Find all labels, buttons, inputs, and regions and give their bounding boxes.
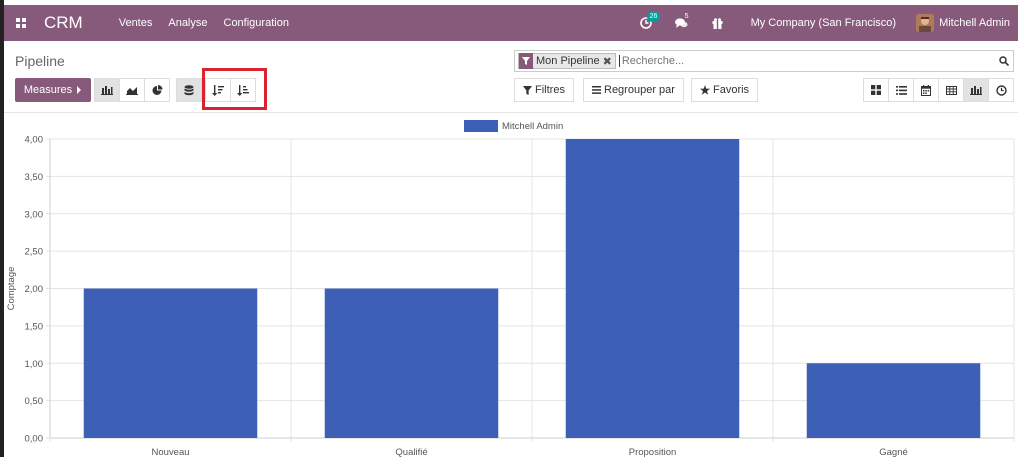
group-by-button[interactable]: Regrouper par xyxy=(583,78,684,102)
sort-descending-button[interactable] xyxy=(205,78,231,102)
stacked-button[interactable] xyxy=(176,78,202,102)
stack-group xyxy=(176,78,202,102)
y-tick-label: 1,00 xyxy=(25,359,44,370)
bar-proposition xyxy=(565,139,740,438)
y-tick-label: 2,50 xyxy=(25,247,44,258)
caret-right-icon xyxy=(77,86,82,94)
activity-badge: 26 xyxy=(646,12,661,22)
pivot-view-button[interactable] xyxy=(938,78,964,102)
pie-chart-icon xyxy=(152,84,162,95)
sort-amount-desc-icon xyxy=(212,84,224,96)
view-switcher xyxy=(863,78,1014,102)
user-avatar[interactable] xyxy=(916,14,935,32)
window-edge xyxy=(0,0,4,457)
kanban-view-button[interactable] xyxy=(863,78,889,102)
bars-icon xyxy=(592,86,601,94)
bar-chart: 0,00 0,50 1,00 1,50 2,00 2,50 3,00 3,50 4,00 Nouv… xyxy=(6,120,1015,457)
legend-swatch xyxy=(464,120,498,132)
legend-label: Mitchell Admin xyxy=(502,121,563,132)
y-axis-title: Comptage xyxy=(6,267,17,311)
menu-ventes[interactable]: Ventes xyxy=(118,17,153,29)
user-menu[interactable]: Mitchell Admin xyxy=(939,17,1010,29)
messages-icon[interactable]: 5 xyxy=(671,12,693,34)
favorites-label: Favoris xyxy=(713,84,750,96)
clock-icon xyxy=(995,84,1007,96)
chart-type-group xyxy=(94,78,170,102)
x-tick-label: Nouveau xyxy=(151,447,189,457)
line-chart-button[interactable] xyxy=(119,78,145,102)
list-icon xyxy=(895,85,907,95)
y-tick-label: 0,00 xyxy=(25,434,44,445)
bar-chart-button[interactable] xyxy=(94,78,120,102)
y-tick-label: 2,00 xyxy=(25,284,44,295)
search-input[interactable] xyxy=(618,55,995,67)
activity-view-button[interactable] xyxy=(988,78,1014,102)
right-scroll-area xyxy=(1018,0,1024,457)
y-tick-label: 3,00 xyxy=(25,209,44,220)
gift-icon[interactable] xyxy=(707,12,729,34)
top-navbar: CRM Ventes Analyse Configuration 26 5 My… xyxy=(4,5,1018,41)
area-chart-icon xyxy=(126,87,138,95)
page-title: Pipeline xyxy=(15,53,65,69)
list-view-button[interactable] xyxy=(888,78,914,102)
facet-remove-icon[interactable]: ✖ xyxy=(602,55,612,68)
search-facet: Mon Pipeline ✖ xyxy=(518,53,616,69)
measures-button[interactable]: Measures xyxy=(15,78,91,102)
sort-amount-asc-icon xyxy=(237,84,249,96)
sort-group xyxy=(205,78,256,102)
bar-qualifié xyxy=(324,288,499,438)
bar-gagné xyxy=(806,363,981,438)
x-tick-label: Gagné xyxy=(879,447,908,457)
menu-analyse[interactable]: Analyse xyxy=(168,17,208,29)
y-tick-label: 1,50 xyxy=(25,321,44,332)
filter-icon xyxy=(523,85,532,95)
y-tick-label: 4,00 xyxy=(25,135,44,146)
calendar-view-button[interactable] xyxy=(913,78,939,102)
facet-label: Mon Pipeline xyxy=(536,55,600,67)
messages-badge: 5 xyxy=(684,13,689,20)
apps-grid-icon[interactable] xyxy=(10,12,32,34)
measures-label: Measures xyxy=(23,84,73,96)
sort-ascending-button[interactable] xyxy=(230,78,256,102)
x-tick-label: Proposition xyxy=(629,447,677,457)
menu-configuration[interactable]: Configuration xyxy=(223,17,289,29)
group-by-label: Regrouper par xyxy=(604,84,675,96)
bar-chart-icon xyxy=(101,86,113,95)
app-brand[interactable]: CRM xyxy=(44,13,83,32)
x-tick-label: Qualifié xyxy=(395,447,427,457)
y-tick-label: 3,50 xyxy=(25,172,44,183)
table-icon xyxy=(945,85,957,95)
filters-label: Filtres xyxy=(535,84,565,96)
bar-nouveau xyxy=(83,288,258,438)
favorites-button[interactable]: Favoris xyxy=(691,78,759,102)
search-bar: Mon Pipeline ✖ xyxy=(514,50,1014,72)
company-switcher[interactable]: My Company (San Francisco) xyxy=(750,17,897,29)
search-icon[interactable] xyxy=(995,56,1013,66)
control-panel: Pipeline Measures M xyxy=(4,41,1018,113)
graph-view-button[interactable] xyxy=(963,78,989,102)
filter-icon xyxy=(519,53,533,69)
highlight-box xyxy=(202,68,267,110)
bar-chart-icon xyxy=(970,86,982,95)
star-icon xyxy=(700,85,710,95)
y-tick-label: 0,50 xyxy=(25,396,44,407)
filters-button[interactable]: Filtres xyxy=(514,78,574,102)
calendar-icon xyxy=(921,84,931,96)
pie-chart-button[interactable] xyxy=(144,78,170,102)
kanban-icon xyxy=(871,85,881,95)
activity-clock-icon[interactable]: 26 xyxy=(635,12,661,34)
database-icon xyxy=(184,84,194,95)
